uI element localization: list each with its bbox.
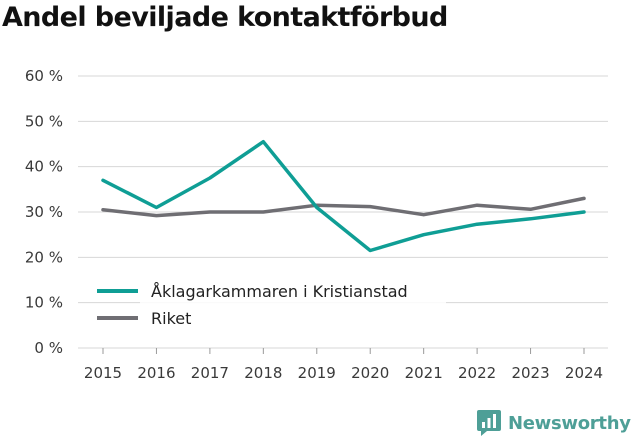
x-tick-label: 2022	[458, 364, 496, 382]
x-tick-label: 2016	[137, 364, 175, 382]
legend-label: Åklagarkammaren i Kristianstad	[151, 282, 408, 301]
x-tick-label: 2019	[298, 364, 336, 382]
y-tick-label: 40 %	[25, 158, 63, 176]
x-tick-label: 2020	[351, 364, 389, 382]
brand-name: Newsworthy	[508, 412, 631, 434]
x-axis-ticks: 2015 2016 2017 2018 2019 2020 2021 2022 2023 2024	[84, 348, 603, 382]
legend-label: Riket	[151, 309, 191, 328]
series-line-riket	[101, 196, 586, 218]
y-tick-label: 30 %	[25, 203, 63, 221]
brand-logo: Newsworthy	[476, 409, 631, 437]
x-tick-label: 2024	[565, 364, 603, 382]
x-tick-label: 2017	[191, 364, 229, 382]
series-lines	[101, 139, 586, 253]
y-tick-label: 20 %	[25, 248, 63, 266]
y-axis-ticks: 0 % 10 % 20 % 30 % 40 % 50 % 60 %	[25, 67, 63, 357]
x-tick-label: 2021	[405, 364, 443, 382]
chart-title: Andel beviljade kontaktförbud	[2, 2, 448, 33]
y-tick-label: 0 %	[34, 339, 63, 357]
y-tick-label: 50 %	[25, 112, 63, 130]
legend-label-background	[140, 305, 446, 331]
legend-label-background	[140, 278, 446, 304]
legend: Åklagarkammaren i Kristianstad Riket	[97, 278, 446, 331]
y-tick-label: 10 %	[25, 294, 63, 312]
x-tick-label: 2015	[84, 364, 122, 382]
y-tick-label: 60 %	[25, 67, 63, 85]
x-tick-label: 2018	[244, 364, 282, 382]
series-line-aklagarkammaren	[101, 139, 586, 253]
x-tick-label: 2023	[511, 364, 549, 382]
bar-chart-speech-bubble-icon	[477, 410, 501, 436]
